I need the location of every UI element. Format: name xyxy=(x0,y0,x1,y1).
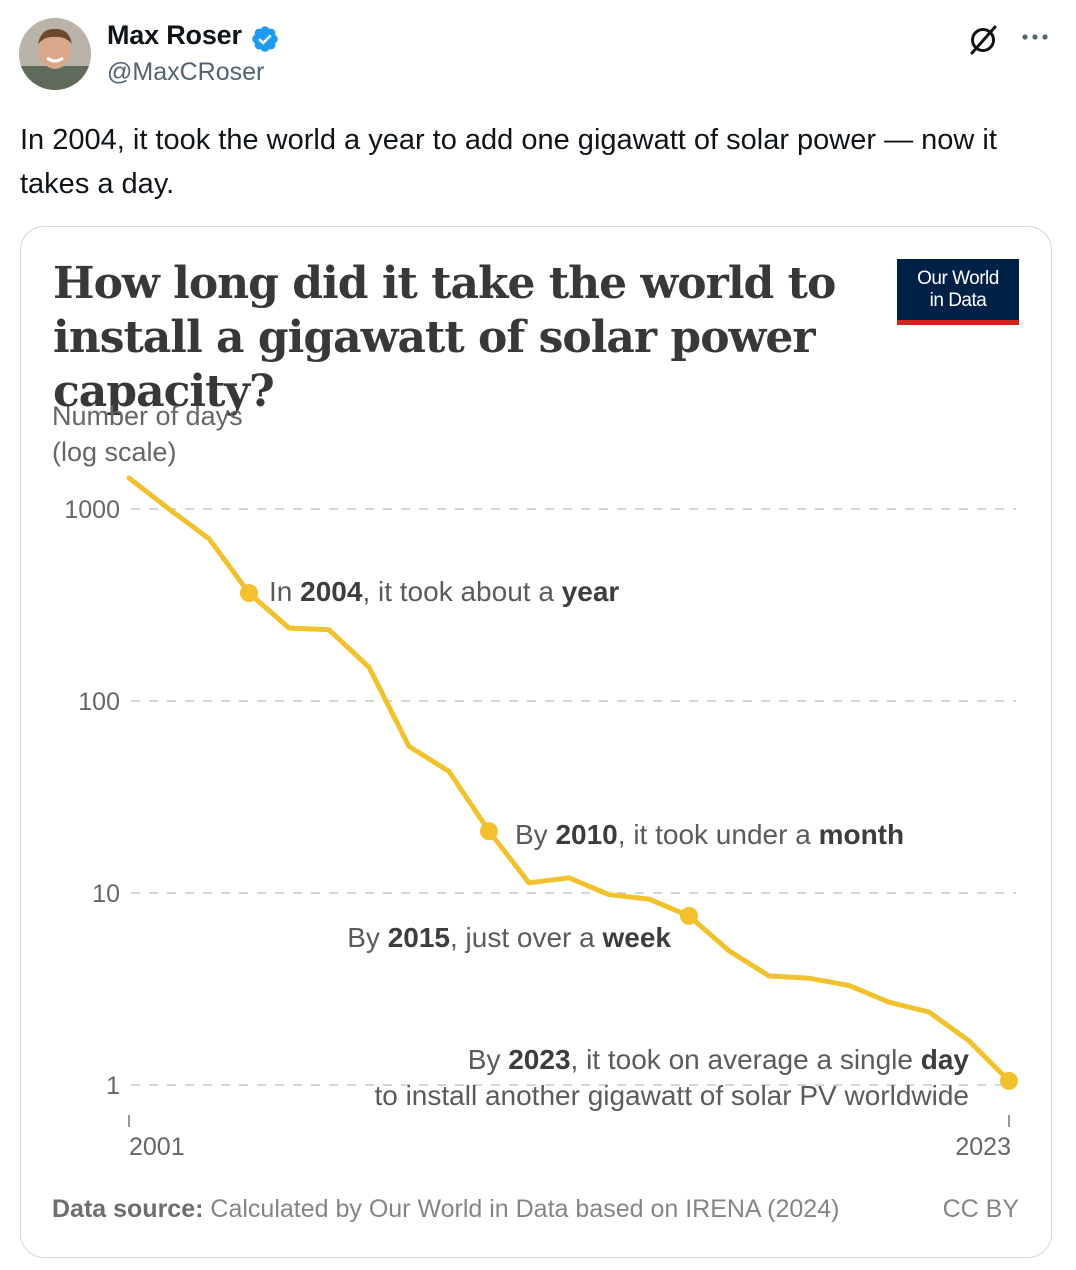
license-label: CC BY xyxy=(942,1195,1019,1223)
logo-line-1: Our World xyxy=(917,268,999,289)
more-options-button[interactable] xyxy=(1015,22,1055,52)
verified-badge-icon xyxy=(252,26,278,52)
tweet-text: In 2004, it took the world a year to add… xyxy=(20,124,997,200)
author-handle[interactable]: @MaxCRoser xyxy=(107,58,265,86)
author-avatar[interactable] xyxy=(19,18,91,90)
data-source: Data source: Calculated by Our World in … xyxy=(52,1195,839,1224)
source-text: Calculated by Our World in Data based on… xyxy=(210,1195,840,1223)
y-tick-label: 10 xyxy=(92,880,120,908)
x-tick-label: 2023 xyxy=(955,1133,1011,1161)
source-label: Data source: xyxy=(52,1195,204,1223)
person-avatar-icon xyxy=(19,18,91,90)
more-horizontal-icon xyxy=(1022,34,1048,40)
grok-icon xyxy=(970,25,997,55)
x-tick-label: 2001 xyxy=(129,1133,185,1161)
highlight-point-2010 xyxy=(480,822,498,841)
author-name[interactable]: Max Roser xyxy=(107,20,242,50)
y-tick-label: 100 xyxy=(78,688,120,716)
logo-line-2: in Data xyxy=(929,290,987,311)
y-tick-label: 1 xyxy=(106,1072,120,1100)
owid-logo: Our World in Data xyxy=(897,259,1019,325)
highlight-point-2004 xyxy=(240,584,258,603)
annotation-2015: By 2015, just over a week xyxy=(347,922,671,953)
annotation-2010: By 2010, it took under a month xyxy=(515,819,904,850)
grok-button[interactable] xyxy=(966,23,1000,57)
y-axis-label: Number of days xyxy=(52,401,243,431)
annotation-2023-line2: to install another gigawatt of solar PV … xyxy=(374,1080,969,1111)
annotation-2004: In 2004, it took about a year xyxy=(269,576,619,607)
annotation-2023: By 2023, it took on average a single day xyxy=(468,1044,970,1075)
solar-chart: Number of days (log scale) 1000 100 10 1 200… xyxy=(52,401,1018,1161)
y-tick-label: 1000 xyxy=(64,496,120,524)
media-card[interactable]: How long did it take the world to instal… xyxy=(20,226,1052,1258)
chart-title: How long did it take the world to instal… xyxy=(53,258,836,417)
highlight-point-2023 xyxy=(1000,1071,1018,1090)
y-axis-label: (log scale) xyxy=(52,437,177,467)
highlight-point-2015 xyxy=(680,906,698,925)
series-line xyxy=(126,475,1012,1084)
